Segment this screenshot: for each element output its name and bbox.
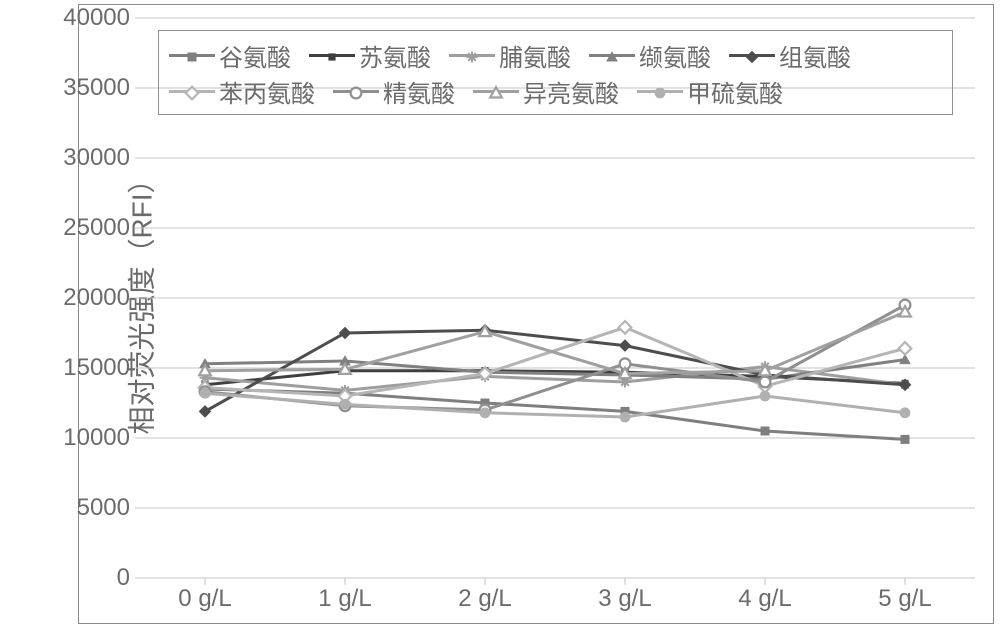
- legend-label: 苯丙氨酸: [219, 74, 315, 109]
- legend-label: 组氨酸: [779, 38, 851, 73]
- legend-label: 异亮氨酸: [523, 74, 619, 109]
- legend-item: 精氨酸: [333, 73, 455, 109]
- legend-label: 精氨酸: [383, 74, 455, 109]
- legend-label: 缬氨酸: [639, 38, 711, 73]
- legend-item: 脯氨酸: [449, 37, 571, 73]
- legend: 谷氨酸 苏氨酸 脯氨酸 缬氨酸 组氨酸苯丙氨酸 精氨酸 异亮氨酸 甲硫氨酸: [158, 30, 953, 115]
- legend-item: 异亮氨酸: [473, 73, 619, 109]
- legend-item: 谷氨酸: [169, 37, 291, 73]
- legend-label: 甲硫氨酸: [687, 74, 783, 109]
- series-line: [205, 393, 905, 417]
- legend-item: 苏氨酸: [309, 37, 431, 73]
- legend-item: 组氨酸: [729, 37, 851, 73]
- legend-label: 脯氨酸: [499, 38, 571, 73]
- legend-label: 苏氨酸: [359, 38, 431, 73]
- legend-label: 谷氨酸: [219, 38, 291, 73]
- legend-item: 苯丙氨酸: [169, 73, 315, 109]
- chart-container: 相对荧光强度（RFI） 0500010000150002000025000300…: [0, 0, 1000, 629]
- legend-item: 甲硫氨酸: [637, 73, 783, 109]
- legend-item: 缬氨酸: [589, 37, 711, 73]
